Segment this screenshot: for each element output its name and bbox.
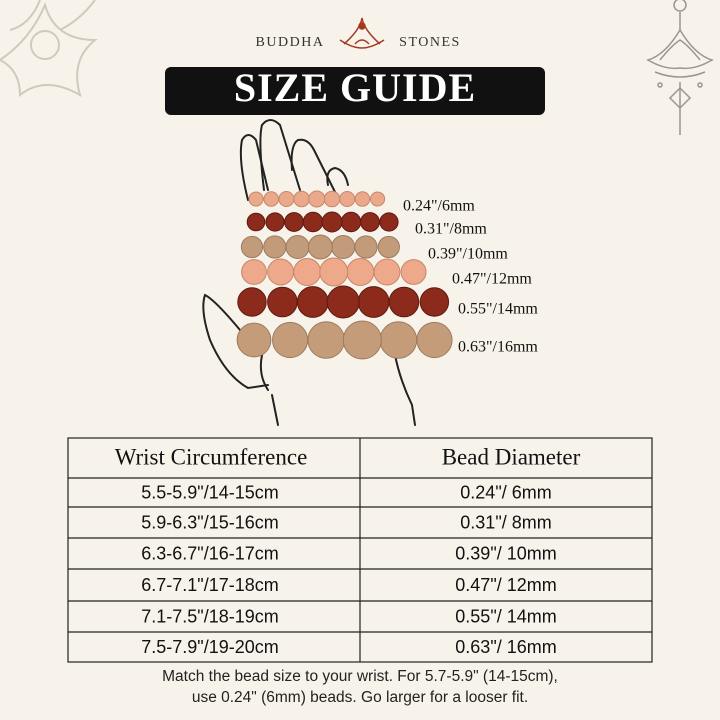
bead — [240, 235, 264, 259]
bead — [307, 234, 333, 260]
bead — [265, 212, 285, 232]
bead — [241, 259, 267, 285]
table-header: Wrist Circumference — [115, 444, 308, 469]
brand-left: BUDDHA — [256, 35, 325, 50]
bead — [360, 212, 380, 232]
bead — [284, 212, 304, 232]
size-table: Wrist Circumference Bead Diameter 5.5-5.9"… — [68, 444, 652, 657]
bead — [373, 258, 401, 286]
bead — [370, 191, 386, 207]
bead — [267, 258, 295, 286]
table-cell: 5.9-6.3"/15-16cm — [141, 512, 278, 532]
bead — [388, 286, 420, 318]
bead — [323, 190, 341, 208]
bead — [293, 258, 322, 286]
bead — [331, 234, 356, 260]
bead — [379, 212, 399, 232]
bead — [339, 190, 356, 208]
bead-size-label: 0.55"/14mm — [458, 301, 538, 318]
bead — [319, 257, 349, 287]
hand-illustration — [202, 119, 416, 426]
bead-row — [246, 211, 399, 233]
table-cell: 0.31"/ 8mm — [460, 512, 551, 532]
table-header: Bead Diameter — [442, 444, 581, 469]
bead — [296, 286, 329, 318]
bead — [246, 212, 266, 232]
mandala-decoration — [0, 0, 98, 98]
bead — [400, 259, 427, 285]
table-grid — [67, 437, 653, 663]
bead — [263, 235, 287, 259]
bead — [263, 191, 279, 207]
bead — [293, 190, 310, 208]
bead-rows: 0.24"/6mm 0.31"/8mm 0.39"/10mm 0.47"/12mm 0.… — [236, 190, 538, 360]
title: SIZE GUIDE — [234, 65, 476, 110]
brand-right: STONES — [399, 35, 461, 50]
bead — [326, 285, 360, 319]
bead — [377, 235, 400, 259]
table-cell: 7.5-7.9"/19-20cm — [141, 637, 278, 657]
bead — [340, 211, 362, 233]
title-box — [165, 67, 545, 115]
note-line: use 0.24" (6mm) beads. Go larger for a l… — [192, 689, 528, 706]
bead — [237, 287, 267, 317]
bead — [379, 321, 418, 359]
bead — [236, 322, 272, 358]
bead — [354, 191, 371, 207]
bead — [357, 286, 390, 318]
table-cell: 0.55"/ 14mm — [455, 606, 556, 626]
table-cell: 0.24"/ 6mm — [460, 482, 551, 502]
bead — [346, 258, 375, 286]
bead-row — [237, 285, 450, 319]
table-cell: 6.3-6.7"/16-17cm — [141, 543, 278, 563]
table-cell: 5.5-5.9"/14-15cm — [141, 482, 278, 502]
bead — [416, 321, 453, 359]
bead-row — [241, 257, 427, 287]
bead — [419, 287, 450, 317]
bead-row — [248, 190, 386, 208]
bead-size-label: 0.63"/16mm — [458, 339, 538, 356]
bead — [302, 211, 324, 233]
bead-size-label: 0.24"/6mm — [403, 198, 475, 215]
note-line: Match the bead size to your wrist. For 5… — [162, 668, 558, 685]
bead-size-label: 0.31"/8mm — [415, 221, 487, 238]
table-cell: 7.1-7.5"/18-19cm — [141, 606, 278, 626]
bead — [307, 321, 345, 359]
lotus-decoration — [646, 0, 714, 135]
bead — [285, 234, 310, 260]
bead — [248, 191, 264, 207]
bead — [272, 321, 309, 359]
bead-row — [240, 234, 400, 260]
bead-row — [236, 320, 453, 360]
table-cell: 0.47"/ 12mm — [455, 575, 556, 595]
bead — [321, 211, 343, 233]
bead — [267, 286, 298, 318]
bead — [308, 190, 326, 208]
table-cell: 0.39"/ 10mm — [455, 543, 556, 563]
bead — [354, 235, 378, 259]
bead — [342, 320, 382, 360]
bead — [278, 190, 295, 208]
bead-size-label: 0.47"/12mm — [452, 271, 532, 288]
brand-logo — [339, 17, 385, 49]
table-cell: 6.7-7.1"/17-18cm — [141, 575, 278, 595]
table-cell: 0.63"/ 16mm — [455, 637, 556, 657]
bead-size-label: 0.39"/10mm — [428, 246, 508, 263]
